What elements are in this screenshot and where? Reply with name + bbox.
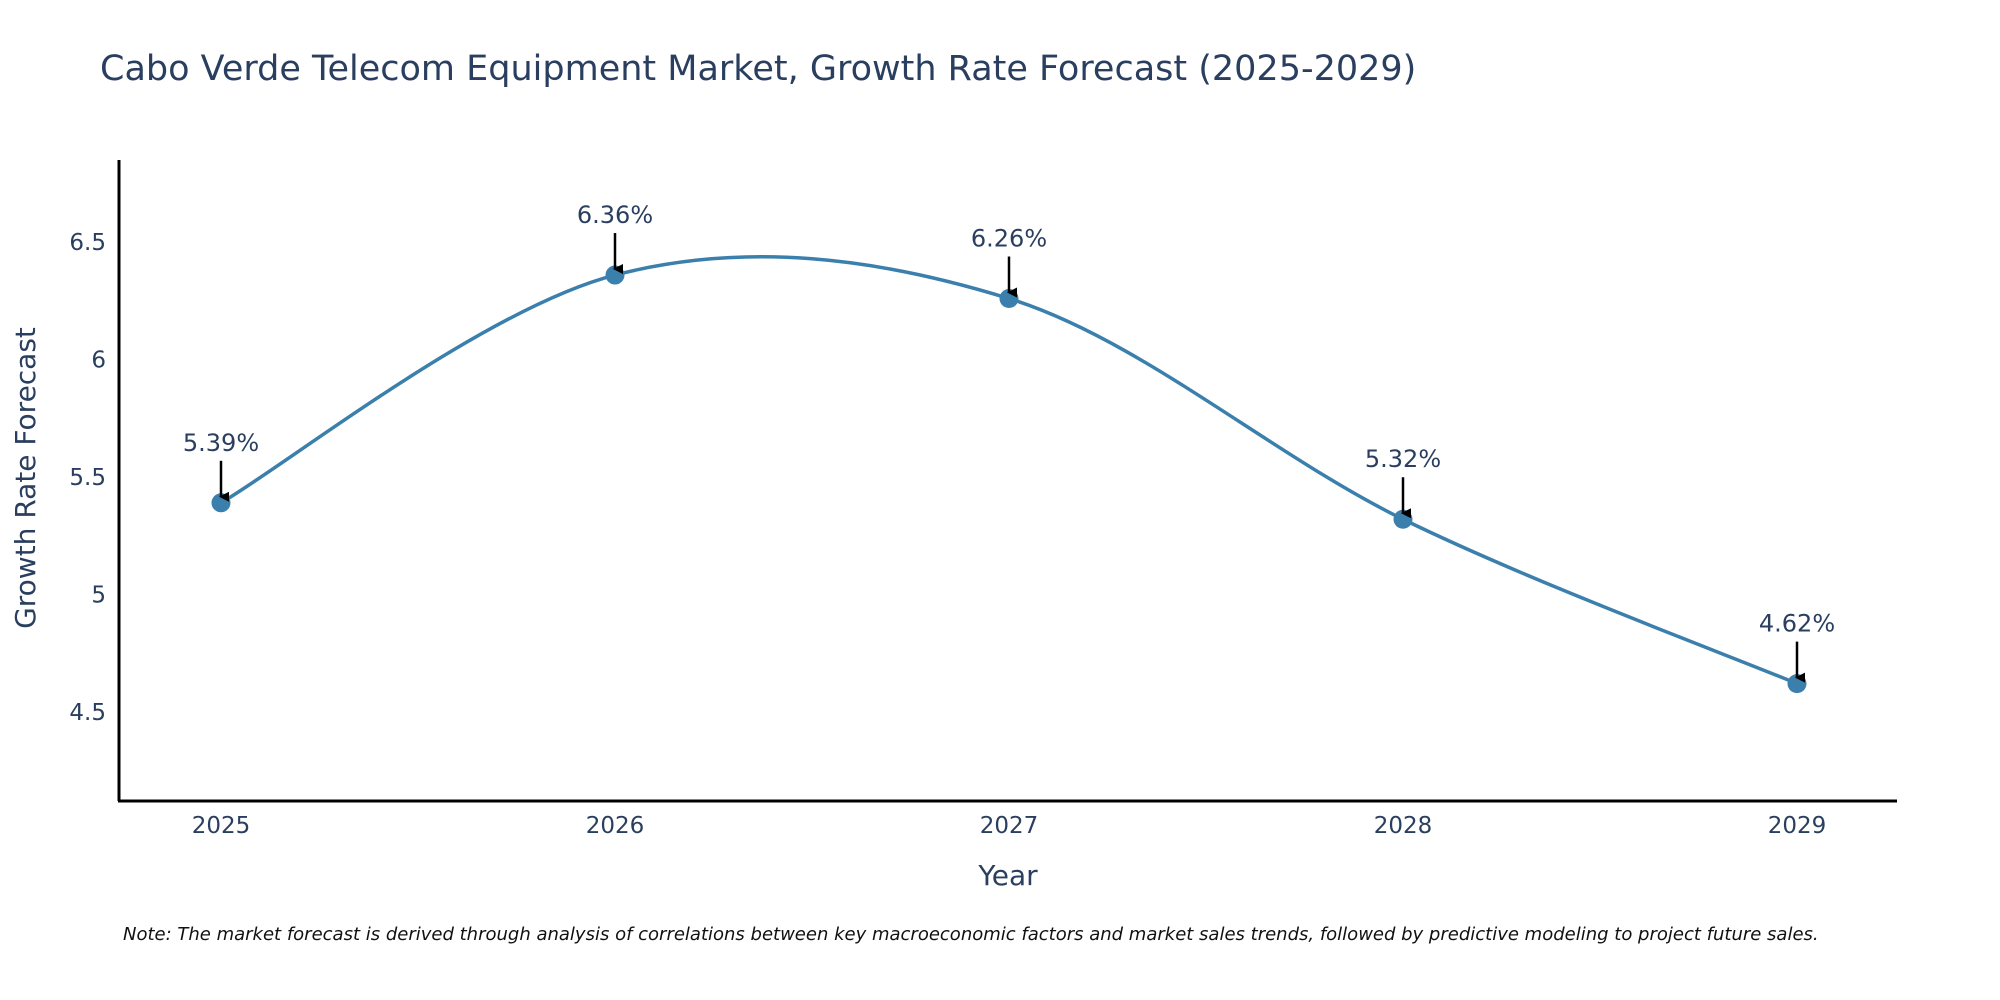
y-tick-label: 6.5	[69, 230, 106, 256]
series-line	[219, 255, 1799, 686]
y-tick-label: 5	[91, 582, 106, 608]
y-tick-label: 5.5	[69, 465, 106, 491]
data-label: 4.62%	[1759, 610, 1835, 638]
data-label: 6.36%	[577, 201, 653, 229]
x-tick-label: 2027	[980, 813, 1039, 839]
data-markers	[211, 265, 1807, 694]
chart-title: Cabo Verde Telecom Equipment Market, Gro…	[100, 49, 1416, 89]
x-tick-label: 2029	[1768, 813, 1827, 839]
x-axis-ticks: 2025 2026 2027 2028 2029	[192, 813, 1827, 839]
x-tick-label: 2028	[1374, 813, 1433, 839]
x-tick-label: 2026	[586, 813, 645, 839]
footnote: Note: The market forecast is derived thr…	[123, 924, 1819, 945]
data-label: 5.39%	[183, 429, 259, 457]
data-label: 5.32%	[1365, 445, 1441, 473]
data-label: 6.26%	[971, 225, 1047, 253]
y-axis-title: Growth Rate Forecast	[9, 327, 42, 629]
x-tick-label: 2025	[192, 813, 251, 839]
y-tick-label: 4.5	[69, 700, 106, 726]
y-axis-ticks: 4.5 5 5.5 6 6.5	[69, 230, 106, 726]
y-tick-label: 6	[91, 348, 106, 374]
x-axis-title: Year	[977, 859, 1038, 892]
data-annotations: 5.39% 6.36% 6.26% 5.32% 4.62%	[183, 201, 1835, 683]
